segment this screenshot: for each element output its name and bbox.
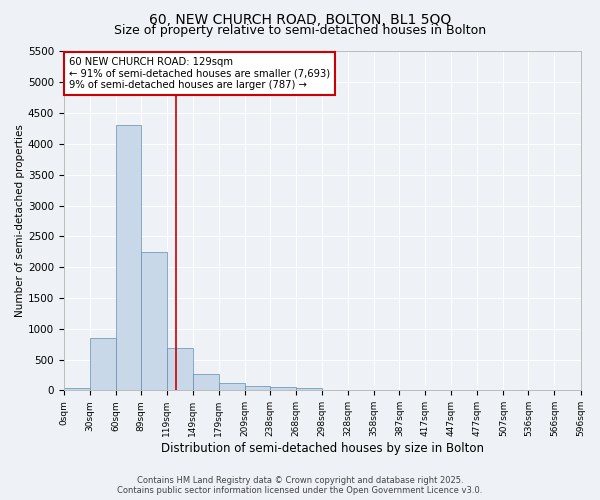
Text: 60 NEW CHURCH ROAD: 129sqm
← 91% of semi-detached houses are smaller (7,693)
9% : 60 NEW CHURCH ROAD: 129sqm ← 91% of semi… (69, 56, 330, 90)
X-axis label: Distribution of semi-detached houses by size in Bolton: Distribution of semi-detached houses by … (161, 442, 484, 455)
Bar (245, 386, 270, 390)
Bar (116, 126, 141, 390)
Bar (219, 383, 245, 390)
Bar (64, 388, 90, 390)
Text: Size of property relative to semi-detached houses in Bolton: Size of property relative to semi-detach… (114, 24, 486, 37)
Bar (90, 338, 116, 390)
Bar (296, 388, 322, 390)
Text: Contains HM Land Registry data © Crown copyright and database right 2025.
Contai: Contains HM Land Registry data © Crown c… (118, 476, 482, 495)
Bar (167, 348, 193, 391)
Bar (270, 387, 296, 390)
Y-axis label: Number of semi-detached properties: Number of semi-detached properties (15, 124, 25, 318)
Bar (193, 374, 219, 390)
Text: 60, NEW CHURCH ROAD, BOLTON, BL1 5QQ: 60, NEW CHURCH ROAD, BOLTON, BL1 5QQ (149, 12, 451, 26)
Bar (141, 252, 167, 390)
